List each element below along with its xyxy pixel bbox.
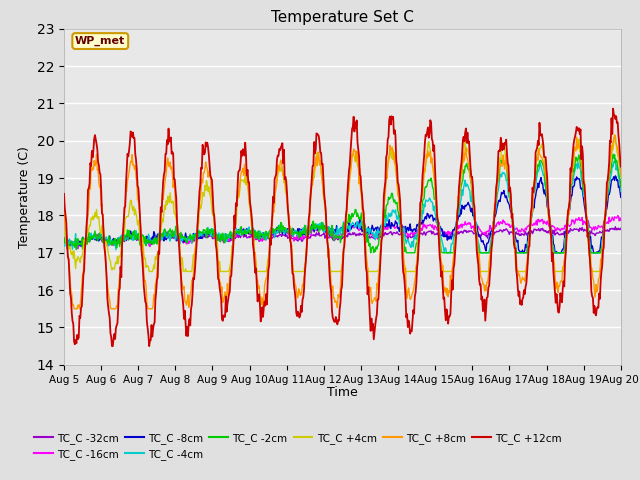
X-axis label: Time: Time	[327, 386, 358, 399]
Text: WP_met: WP_met	[75, 36, 125, 46]
Legend: TC_C -32cm, TC_C -16cm, TC_C -8cm, TC_C -4cm, TC_C -2cm, TC_C +4cm, TC_C +8cm, T: TC_C -32cm, TC_C -16cm, TC_C -8cm, TC_C …	[30, 429, 566, 464]
Title: Temperature Set C: Temperature Set C	[271, 10, 414, 25]
Y-axis label: Temperature (C): Temperature (C)	[18, 146, 31, 248]
